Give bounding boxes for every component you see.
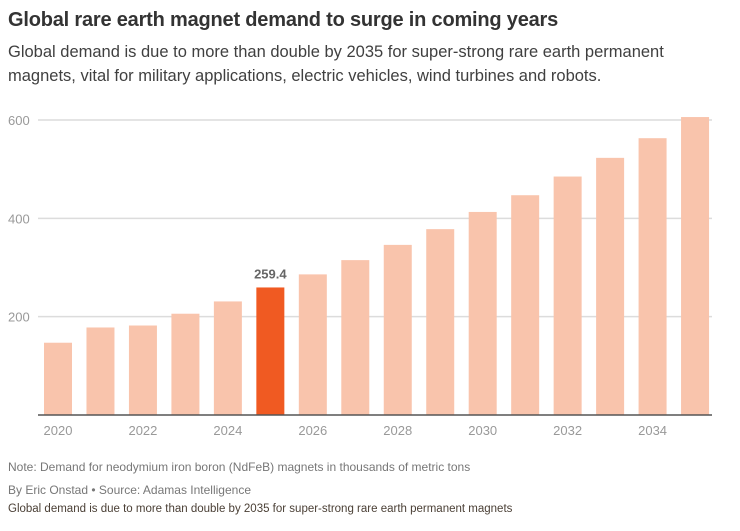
x-tick-label: 2022 xyxy=(128,423,157,438)
y-tick-label: 600 xyxy=(8,113,30,128)
bar-2024 xyxy=(213,301,242,415)
bar-2027 xyxy=(341,260,370,415)
data-label: 259.4 xyxy=(254,266,287,281)
bar-2030 xyxy=(468,211,497,415)
x-tick-label: 2020 xyxy=(44,423,73,438)
x-tick-label: 2028 xyxy=(383,423,412,438)
bar-2026 xyxy=(298,274,327,415)
bar-2029 xyxy=(426,229,455,415)
bar-2034 xyxy=(638,138,667,416)
bar-2032 xyxy=(553,176,582,415)
y-tick-label: 400 xyxy=(8,211,30,226)
chart-subtitle: Global demand is due to more than double… xyxy=(8,43,664,85)
y-tick-label: 200 xyxy=(8,310,30,325)
x-tick-label: 2032 xyxy=(553,423,582,438)
x-tick-label: 2024 xyxy=(213,423,242,438)
x-tick-label: 2030 xyxy=(468,423,497,438)
chart-title: Global rare earth magnet demand to surge… xyxy=(8,9,559,31)
bar-2023 xyxy=(171,313,200,415)
bar-2028 xyxy=(383,244,412,415)
x-tick-label: 2026 xyxy=(298,423,327,438)
bar-2033 xyxy=(596,157,625,415)
bar-2021 xyxy=(86,327,115,415)
bar-2025 xyxy=(256,287,285,415)
bar-2020 xyxy=(44,342,72,415)
bar-2031 xyxy=(511,195,540,415)
bar-2022 xyxy=(128,325,157,415)
x-tick-label: 2034 xyxy=(638,423,667,438)
caption: Global demand is due to more than double… xyxy=(8,503,513,515)
chart-note: Note: Demand for neodymium iron boron (N… xyxy=(8,460,471,474)
bar-2035 xyxy=(681,117,710,416)
byline: By Eric Onstad • Source: Adamas Intellig… xyxy=(8,483,251,497)
